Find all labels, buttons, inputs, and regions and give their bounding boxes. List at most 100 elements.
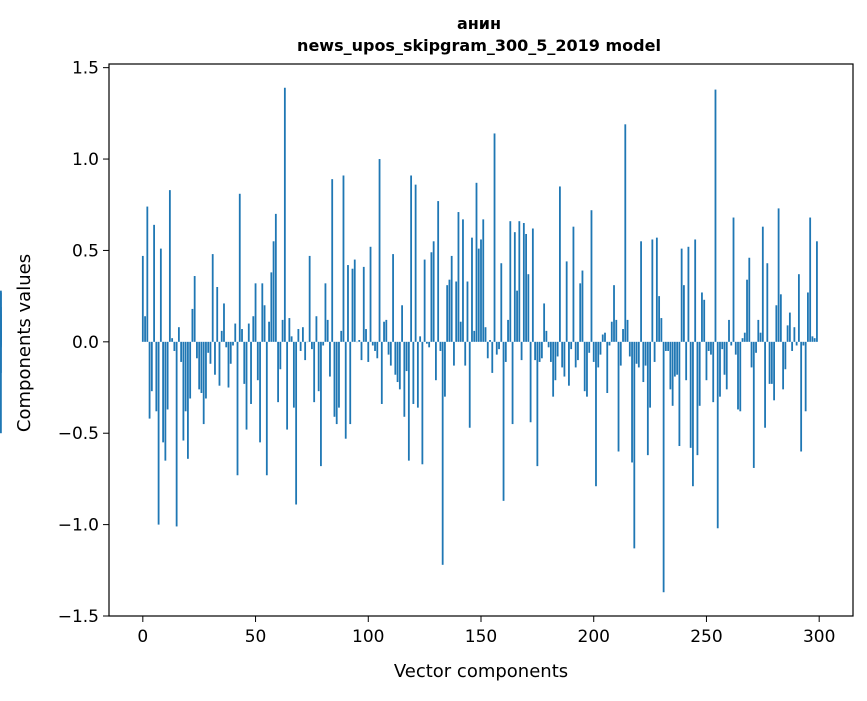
bar (239, 194, 241, 342)
bar (602, 335, 604, 342)
bar (205, 342, 207, 399)
x-tick-label: 150 (465, 627, 497, 647)
bar (755, 342, 757, 353)
bar (807, 292, 809, 341)
bar (164, 342, 166, 461)
bar (584, 342, 586, 391)
bar (146, 207, 148, 342)
bar (762, 227, 764, 342)
bar (688, 247, 690, 342)
bar (167, 342, 169, 410)
bar (548, 342, 550, 347)
bar (494, 133, 496, 341)
bar (232, 342, 234, 346)
bar (437, 201, 439, 342)
bar (160, 249, 162, 342)
bar (678, 342, 680, 446)
bar (728, 320, 730, 342)
bar (545, 331, 547, 342)
bar (712, 342, 714, 402)
bar (796, 342, 798, 346)
y-tick-label: −1.0 (58, 516, 99, 536)
bar (737, 342, 739, 410)
bar (523, 223, 525, 342)
bar (464, 342, 466, 366)
bar (462, 219, 464, 341)
bar (611, 322, 613, 342)
bar (482, 219, 484, 341)
bar (496, 342, 498, 355)
bar (681, 249, 683, 342)
bar (550, 342, 552, 362)
bar (579, 283, 581, 341)
bar (706, 342, 708, 380)
bar (383, 322, 385, 342)
bar (485, 327, 487, 342)
bar (787, 325, 789, 341)
bar (302, 327, 304, 342)
bar (726, 342, 728, 390)
bar (473, 331, 475, 342)
bar (288, 318, 290, 342)
bar (507, 320, 509, 342)
bar (552, 342, 554, 397)
bar (286, 342, 288, 430)
bar (376, 342, 378, 358)
bar (564, 342, 566, 377)
bar (613, 285, 615, 342)
bar (433, 241, 435, 342)
bar (322, 342, 324, 346)
bar (372, 342, 374, 346)
bar (816, 241, 818, 342)
bar (505, 342, 507, 362)
bar (739, 342, 741, 411)
bar (401, 305, 403, 342)
bar (171, 338, 173, 342)
bar (408, 342, 410, 461)
bar (760, 333, 762, 342)
y-tick-label: 0.5 (72, 241, 99, 261)
bar (336, 342, 338, 424)
bar (151, 342, 153, 391)
bar (534, 342, 536, 360)
bar (430, 252, 432, 342)
bar (250, 342, 252, 404)
bar (295, 342, 297, 505)
bar (194, 276, 196, 342)
bar (144, 316, 146, 342)
bar (467, 282, 469, 342)
bar (385, 320, 387, 342)
bar (685, 342, 687, 380)
bar (665, 342, 667, 351)
bar (417, 342, 419, 408)
bar (600, 342, 602, 355)
bar (264, 305, 266, 342)
bar (424, 260, 426, 342)
bar (419, 336, 421, 341)
bar (180, 342, 182, 362)
x-tick-label: 50 (245, 627, 267, 647)
bar (237, 342, 239, 475)
bar (500, 263, 502, 342)
bar (595, 342, 597, 486)
bar (629, 342, 631, 357)
bar (631, 342, 633, 463)
bar (261, 283, 263, 341)
bar (297, 329, 299, 342)
bar (300, 342, 302, 351)
bar (476, 183, 478, 342)
bar (514, 232, 516, 342)
bar (757, 320, 759, 342)
y-tick-label: 0.0 (72, 333, 99, 353)
bar (196, 342, 198, 358)
bar (415, 185, 417, 342)
bar (345, 342, 347, 439)
bar (207, 342, 209, 353)
bar (363, 267, 365, 342)
bar (284, 88, 286, 342)
bar (243, 342, 245, 384)
bar (715, 90, 717, 342)
bar (331, 179, 333, 342)
bar (812, 336, 814, 341)
bar (633, 342, 635, 549)
